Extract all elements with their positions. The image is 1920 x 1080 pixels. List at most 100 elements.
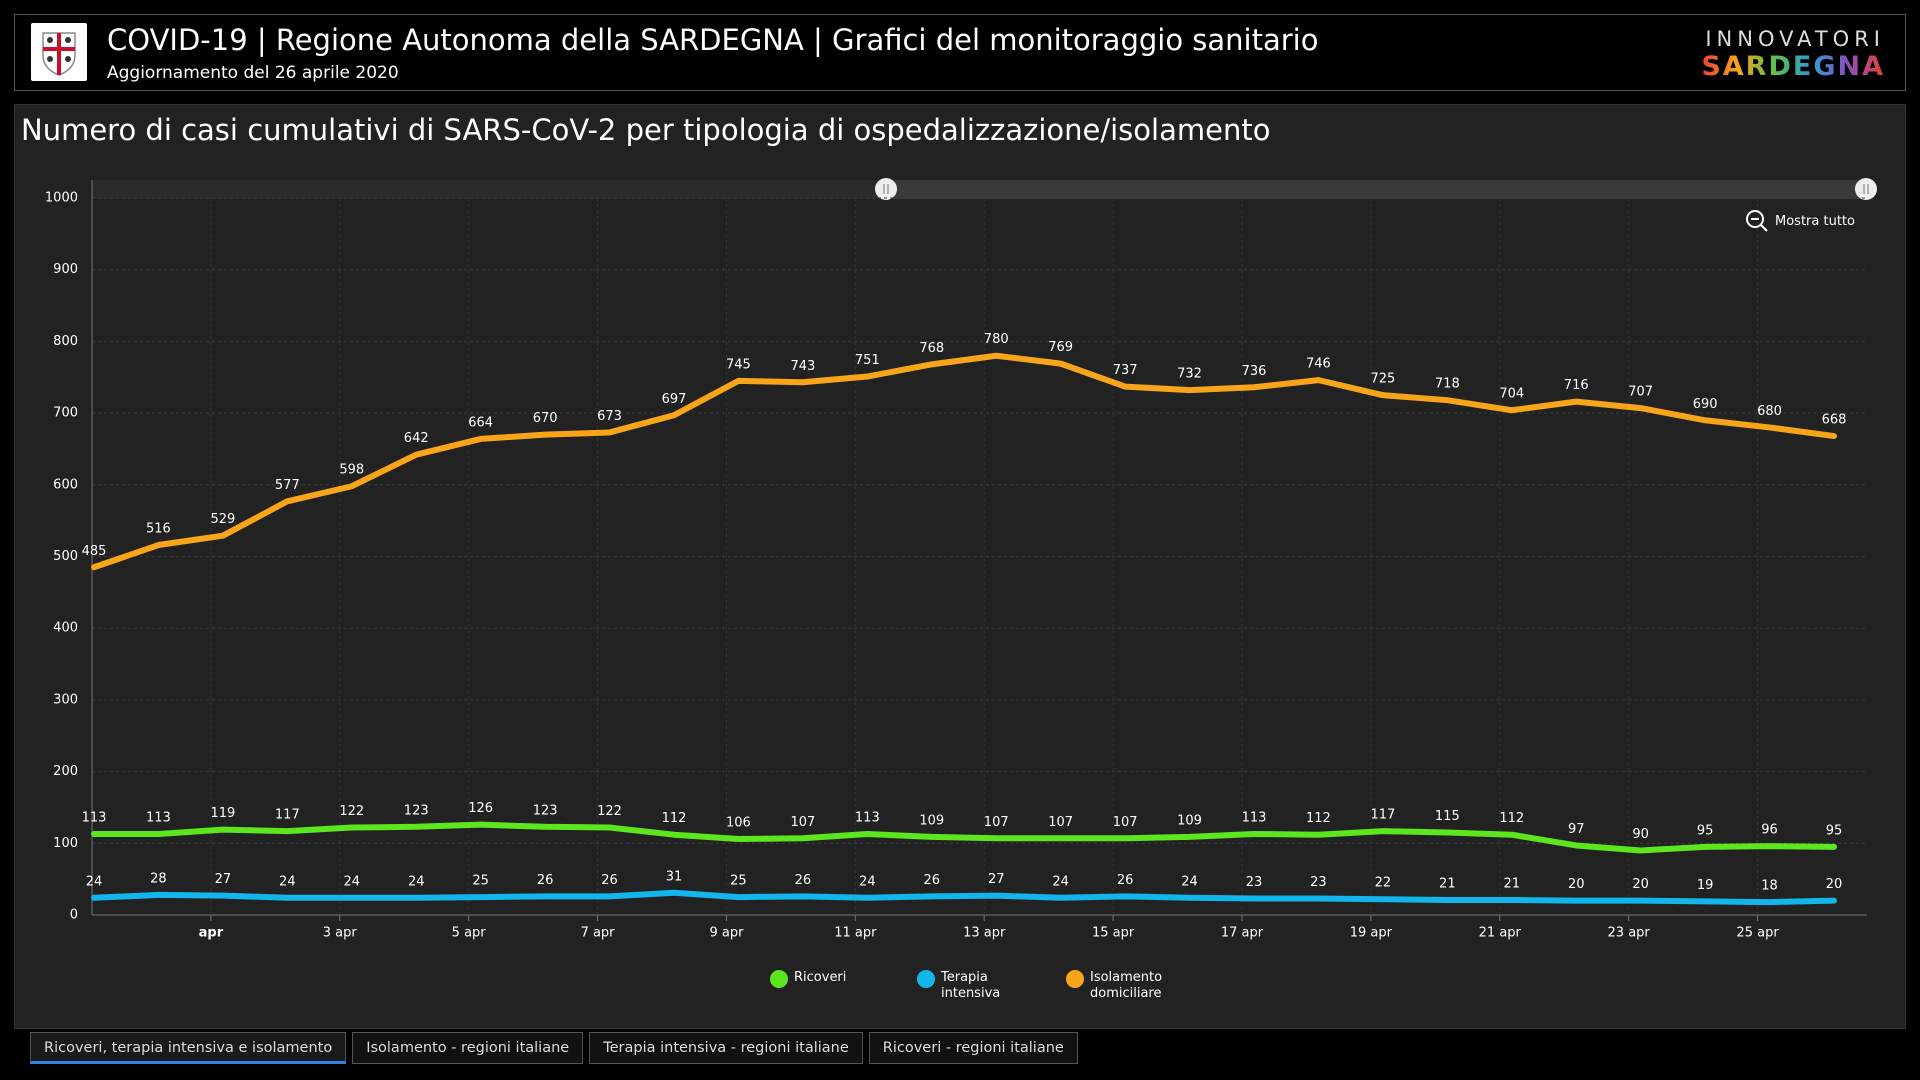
data-label: 26 bbox=[601, 873, 618, 888]
data-label: 21 bbox=[1439, 876, 1456, 891]
data-label: 529 bbox=[210, 512, 235, 527]
data-label: 21 bbox=[1504, 876, 1521, 891]
x-tick-label: 3 apr bbox=[323, 926, 358, 941]
x-tick-label: 7 apr bbox=[581, 926, 616, 941]
chart-title: Numero di casi cumulativi di SARS-CoV-2 … bbox=[21, 113, 1271, 147]
data-label: 642 bbox=[404, 431, 429, 446]
y-tick-label: 400 bbox=[53, 621, 78, 636]
data-label: 24 bbox=[1052, 874, 1069, 889]
x-tick-label: 17 apr bbox=[1221, 926, 1264, 941]
data-label: 23 bbox=[1246, 875, 1263, 890]
data-label: 19 bbox=[1697, 878, 1714, 893]
slider-handle-right[interactable] bbox=[1855, 178, 1877, 200]
data-label: 26 bbox=[795, 873, 812, 888]
data-label: 95 bbox=[1826, 823, 1843, 838]
legend-item[interactable]: Isolamento domiciliare bbox=[1066, 970, 1180, 1002]
legend-item[interactable]: Ricoveri bbox=[770, 970, 884, 988]
data-label: 31 bbox=[666, 869, 683, 884]
x-tick-label: 11 apr bbox=[834, 926, 877, 941]
data-label: 780 bbox=[984, 332, 1009, 347]
legend-label: Terapia intensiva bbox=[941, 970, 1001, 1001]
data-label: 123 bbox=[533, 803, 558, 818]
zoom-icon bbox=[1746, 210, 1768, 232]
logo-top: INNOVATORI bbox=[1705, 27, 1885, 51]
data-label: 109 bbox=[1177, 813, 1202, 828]
y-tick-label: 600 bbox=[53, 477, 78, 492]
data-label: 113 bbox=[82, 810, 107, 825]
tab[interactable]: Isolamento - regioni italiane bbox=[352, 1032, 584, 1064]
legend-label: Ricoveri bbox=[794, 970, 847, 985]
data-label: 27 bbox=[988, 872, 1005, 887]
data-label: 24 bbox=[86, 874, 103, 889]
data-label: 516 bbox=[146, 522, 171, 537]
legend-item[interactable]: Terapia intensiva bbox=[917, 970, 1031, 1002]
data-label: 577 bbox=[275, 478, 300, 493]
data-label: 113 bbox=[855, 810, 880, 825]
tab[interactable]: Ricoveri - regioni italiane bbox=[868, 1032, 1078, 1064]
x-tick-label: 9 apr bbox=[709, 926, 744, 941]
x-tick-label: 23 apr bbox=[1608, 926, 1651, 941]
data-label: 18 bbox=[1761, 879, 1778, 894]
slider-handle-left[interactable] bbox=[875, 178, 897, 200]
slider-range[interactable] bbox=[886, 180, 1867, 199]
data-label: 732 bbox=[1177, 367, 1202, 382]
data-label: 112 bbox=[662, 811, 687, 826]
data-label: 598 bbox=[339, 463, 364, 478]
data-label: 745 bbox=[726, 357, 751, 372]
data-label: 768 bbox=[919, 341, 944, 356]
legend-swatch bbox=[1066, 970, 1084, 988]
data-label: 23 bbox=[1310, 875, 1327, 890]
zoom-out-button[interactable]: Mostra tutto bbox=[1745, 209, 1855, 233]
data-label: 664 bbox=[468, 415, 493, 430]
data-label: 24 bbox=[1181, 874, 1198, 889]
data-label: 26 bbox=[537, 873, 554, 888]
legend: Ricoveri Terapia intensiva Isolamento domi… bbox=[0, 970, 1920, 1020]
data-label: 113 bbox=[1242, 810, 1267, 825]
x-tick-label: apr bbox=[199, 926, 224, 941]
data-label: 673 bbox=[597, 409, 622, 424]
data-label: 746 bbox=[1306, 357, 1331, 372]
data-label: 680 bbox=[1757, 404, 1782, 419]
data-label: 26 bbox=[1117, 873, 1134, 888]
data-label: 24 bbox=[279, 874, 296, 889]
crest-icon bbox=[31, 23, 87, 81]
data-label: 718 bbox=[1435, 377, 1460, 392]
x-tick-label: 21 apr bbox=[1479, 926, 1522, 941]
data-label: 107 bbox=[1048, 815, 1073, 830]
data-label: 27 bbox=[215, 872, 232, 887]
crest-svg bbox=[42, 32, 76, 76]
tab-bar: Ricoveri, terapia intensiva e isolamento… bbox=[30, 1032, 1084, 1064]
series-line bbox=[91, 352, 1837, 571]
data-label: 119 bbox=[210, 806, 235, 821]
data-label: 24 bbox=[859, 874, 876, 889]
data-label: 737 bbox=[1113, 363, 1138, 378]
data-label: 90 bbox=[1632, 827, 1649, 842]
tab[interactable]: Ricoveri, terapia intensiva e isolamento bbox=[30, 1032, 347, 1064]
tab[interactable]: Terapia intensiva - regioni italiane bbox=[589, 1032, 863, 1064]
y-tick-label: 0 bbox=[70, 908, 78, 923]
y-tick-label: 900 bbox=[53, 262, 78, 277]
data-label: 743 bbox=[790, 359, 815, 374]
data-label: 123 bbox=[404, 803, 429, 818]
x-tick-label: 15 apr bbox=[1092, 926, 1135, 941]
series-line bbox=[91, 821, 1837, 854]
data-label: 668 bbox=[1822, 413, 1847, 428]
chart-panel: Numero di casi cumulativi di SARS-CoV-2 … bbox=[14, 104, 1906, 1029]
y-tick-label: 700 bbox=[53, 406, 78, 421]
data-label: 113 bbox=[146, 810, 171, 825]
data-label: 751 bbox=[855, 353, 880, 368]
data-label: 115 bbox=[1435, 809, 1460, 824]
data-label: 704 bbox=[1499, 387, 1524, 402]
data-label: 122 bbox=[597, 804, 622, 819]
data-label: 117 bbox=[1370, 808, 1395, 823]
data-label: 725 bbox=[1370, 372, 1395, 387]
data-label: 122 bbox=[339, 804, 364, 819]
data-label: 112 bbox=[1306, 811, 1331, 826]
x-tick-label: 13 apr bbox=[963, 926, 1006, 941]
y-tick-label: 1000 bbox=[45, 191, 78, 206]
data-label: 96 bbox=[1761, 823, 1778, 838]
data-label: 107 bbox=[790, 815, 815, 830]
data-label: 25 bbox=[472, 874, 489, 889]
